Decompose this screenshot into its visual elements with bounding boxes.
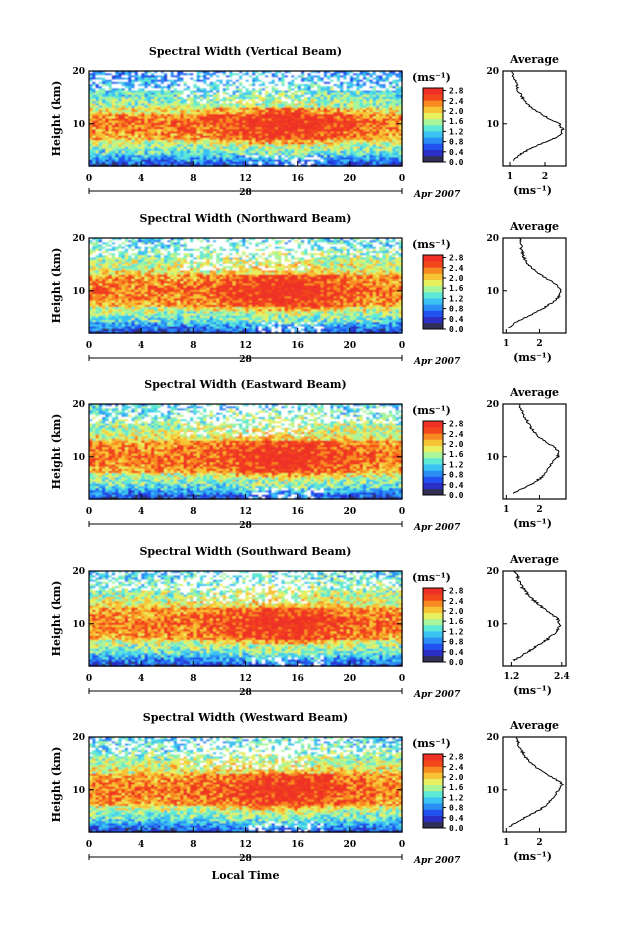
x-tick-label: 4 bbox=[138, 174, 144, 184]
day-label: 28 bbox=[239, 188, 252, 198]
colorbar-swatch bbox=[423, 137, 443, 143]
y-tick-label: 20 bbox=[72, 67, 85, 77]
colorbar-swatch bbox=[423, 150, 443, 156]
colorbar-swatch bbox=[423, 144, 443, 150]
x-tick-label: 8 bbox=[190, 174, 196, 184]
panel-2: Spectral Width (Northward Beam)1020Heigh… bbox=[50, 212, 566, 367]
month-label: Apr 2007 bbox=[413, 190, 461, 200]
panel-1: Spectral Width (Vertical Beam)1020Height… bbox=[50, 45, 566, 200]
x-tick-label: 16 bbox=[291, 174, 304, 184]
panel-title: Spectral Width (Northward Beam) bbox=[140, 212, 352, 225]
x-tick-label: 0 bbox=[86, 174, 92, 184]
colorbar-tick-label: 0.0 bbox=[449, 158, 464, 167]
colorbar-tick-label: 1.6 bbox=[449, 117, 464, 126]
colorbar-tick-label: 2.8 bbox=[449, 87, 464, 96]
colorbar-swatch bbox=[423, 107, 443, 113]
heatmap bbox=[89, 71, 403, 167]
x-tick-label: 0 bbox=[399, 174, 405, 184]
colorbar-unit: (ms⁻¹) bbox=[412, 71, 451, 84]
average-y-tick-label: 20 bbox=[486, 67, 499, 77]
colorbar-tick-label: 0.4 bbox=[449, 148, 464, 157]
colorbar-swatch bbox=[423, 100, 443, 106]
colorbar-swatch bbox=[423, 125, 443, 131]
colorbar-swatch bbox=[423, 88, 443, 94]
panel-title: Spectral Width (Vertical Beam) bbox=[149, 45, 342, 58]
heatmap bbox=[89, 238, 403, 334]
colorbar-swatch bbox=[423, 113, 443, 119]
y-tick-label: 10 bbox=[72, 120, 85, 130]
x-tick-label: 12 bbox=[239, 174, 252, 184]
colorbar-swatch bbox=[423, 131, 443, 137]
average-title: Average bbox=[509, 53, 559, 66]
average-x-label: (ms⁻¹) bbox=[513, 184, 552, 197]
colorbar-tick-label: 0.8 bbox=[449, 138, 464, 147]
colorbar-tick-label: 2.0 bbox=[449, 107, 464, 116]
y-axis-label: Height (km) bbox=[50, 81, 63, 157]
average-x-tick-label: 2 bbox=[542, 172, 548, 182]
colorbar-swatch bbox=[423, 156, 443, 162]
colorbar-tick-label: 2.4 bbox=[449, 97, 464, 106]
average-x-tick-label: 1 bbox=[507, 172, 513, 182]
colorbar-tick-label: 1.2 bbox=[449, 127, 464, 136]
average-frame bbox=[503, 71, 566, 166]
colorbar-swatch bbox=[423, 119, 443, 125]
colorbar-swatch bbox=[423, 94, 443, 100]
x-tick-label: 20 bbox=[344, 174, 357, 184]
average-y-tick-label: 10 bbox=[486, 120, 499, 130]
